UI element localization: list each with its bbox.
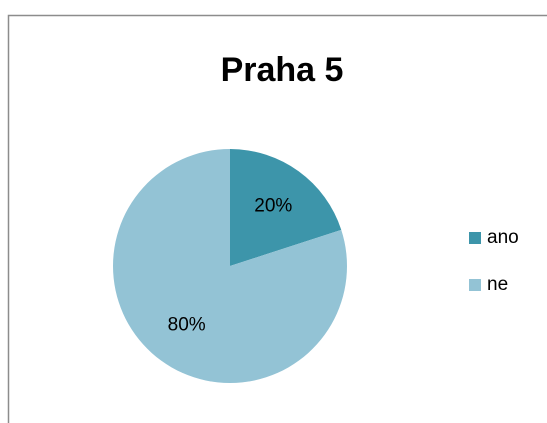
chart-frame	[7, 14, 547, 423]
data-label: 80%	[168, 315, 206, 336]
legend-swatch	[469, 279, 481, 291]
data-label: 20%	[254, 195, 292, 216]
pie-slice	[230, 149, 342, 266]
legend-label: ano	[487, 227, 519, 248]
pie-slice	[113, 149, 348, 383]
legend-label: ne	[487, 274, 508, 295]
chart-title: Praha 5	[221, 51, 344, 89]
legend-swatch	[469, 232, 481, 244]
